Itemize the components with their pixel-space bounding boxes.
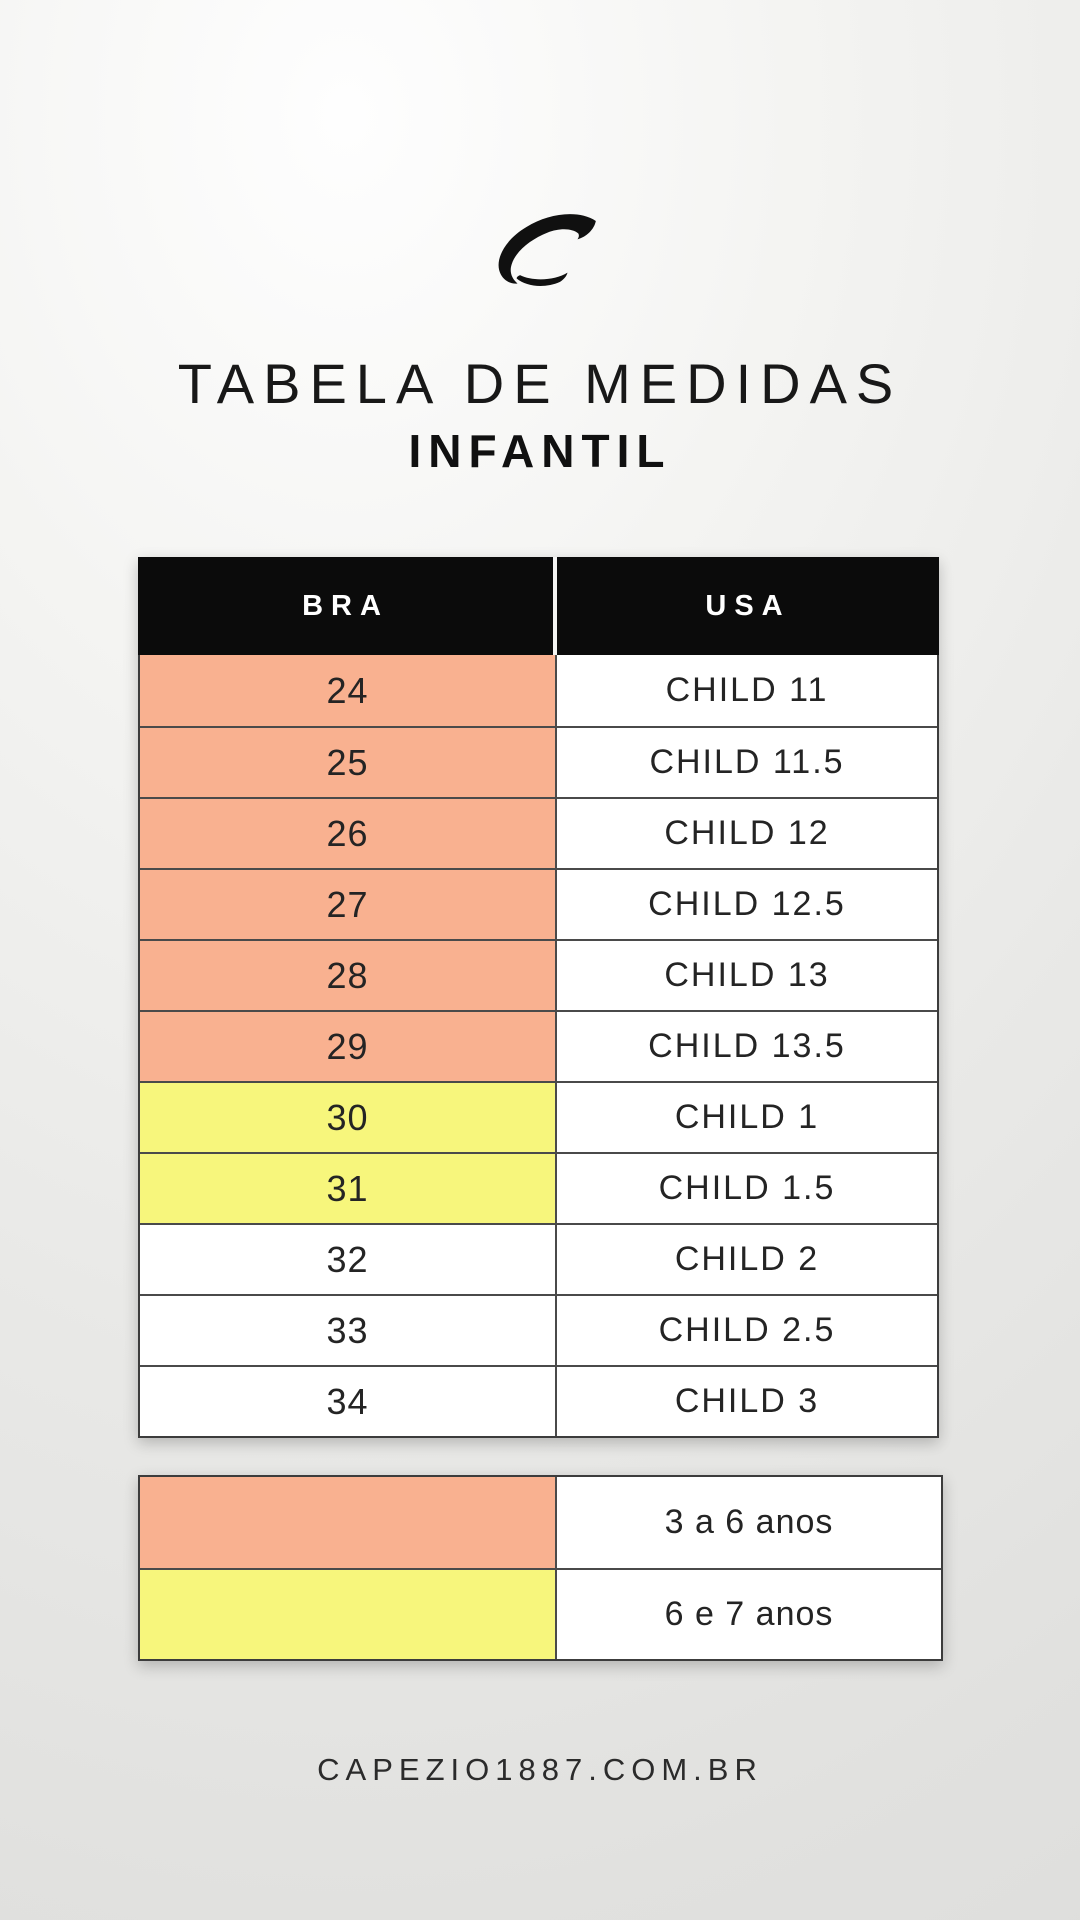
legend-label-cell: 3 a 6 anos (557, 1477, 941, 1568)
table-row: 27 CHILD 12.5 (140, 868, 937, 939)
bra-size-cell: 31 (140, 1154, 557, 1223)
bra-size-value: 28 (326, 954, 369, 996)
usa-size-cell: CHILD 13 (557, 941, 937, 1010)
bra-size-cell: 27 (140, 870, 557, 939)
bra-size-value: 27 (326, 883, 369, 925)
usa-size-cell: CHILD 12 (557, 799, 937, 868)
bra-size-cell: 24 (140, 655, 557, 726)
usa-size-value: CHILD 13 (664, 956, 830, 994)
bra-size-value: 24 (326, 669, 369, 711)
legend-label: 3 a 6 anos (664, 1503, 834, 1541)
table-row: 31 CHILD 1.5 (140, 1152, 937, 1223)
column-header-bra: BRA (138, 557, 553, 655)
usa-size-cell: CHILD 11.5 (557, 728, 937, 797)
usa-size-cell: CHILD 1.5 (557, 1154, 937, 1223)
capezio-logo (478, 206, 612, 306)
legend-row: 3 a 6 anos (140, 1477, 941, 1568)
bra-size-value: 26 (326, 812, 369, 854)
usa-size-value: CHILD 11 (665, 671, 829, 709)
bra-size-value: 31 (326, 1167, 369, 1209)
bra-size-value: 29 (326, 1025, 369, 1067)
column-header-usa: USA (557, 557, 939, 655)
legend-label-cell: 6 e 7 anos (557, 1570, 941, 1659)
table-row: 34 CHILD 3 (140, 1365, 937, 1436)
usa-size-value: CHILD 13.5 (648, 1027, 846, 1065)
bra-size-cell: 32 (140, 1225, 557, 1294)
usa-size-value: CHILD 2 (674, 1240, 820, 1278)
bra-size-value: 33 (326, 1309, 369, 1351)
page-subtitle: INFANTIL (408, 425, 672, 477)
bra-size-cell: 26 (140, 799, 557, 868)
usa-size-value: CHILD 12 (664, 814, 830, 852)
usa-size-value: CHILD 12.5 (648, 885, 846, 923)
bra-size-cell: 33 (140, 1296, 557, 1365)
table-row: 28 CHILD 13 (140, 939, 937, 1010)
size-table-header-row: BRA USA (138, 557, 939, 655)
title-block: TABELA DE MEDIDAS INFANTIL (0, 352, 1080, 477)
table-row: 26 CHILD 12 (140, 797, 937, 868)
legend-color-swatch (140, 1570, 557, 1659)
usa-size-value: CHILD 2.5 (658, 1311, 836, 1349)
usa-size-cell: CHILD 13.5 (557, 1012, 937, 1081)
legend-label: 6 e 7 anos (664, 1595, 834, 1633)
usa-size-value: CHILD 1 (674, 1098, 820, 1136)
bra-size-cell: 34 (140, 1367, 557, 1436)
website-footer: CAPEZIO1887.COM.BR (317, 1752, 763, 1787)
usa-size-cell: CHILD 1 (557, 1083, 937, 1152)
usa-size-cell: CHILD 2 (557, 1225, 937, 1294)
table-row: 30 CHILD 1 (140, 1081, 937, 1152)
bra-size-cell: 25 (140, 728, 557, 797)
usa-size-value: CHILD 3 (674, 1382, 820, 1420)
usa-size-cell: CHILD 11 (557, 655, 937, 726)
age-group-legend: 3 a 6 anos 6 e 7 anos (138, 1475, 943, 1661)
bra-size-value: 30 (326, 1096, 369, 1138)
bra-size-value: 32 (326, 1238, 369, 1280)
table-row: 29 CHILD 13.5 (140, 1010, 937, 1081)
bra-size-cell: 30 (140, 1083, 557, 1152)
usa-size-value: CHILD 1.5 (658, 1169, 836, 1207)
capezio-c-icon (498, 214, 596, 286)
size-conversion-table: BRA USA 24 CHILD 11 25 CHILD 11.5 26 CHI… (138, 557, 939, 1438)
usa-size-value: CHILD 11.5 (649, 743, 845, 781)
usa-size-cell: CHILD 12.5 (557, 870, 937, 939)
table-row: 33 CHILD 2.5 (140, 1294, 937, 1365)
table-row: 25 CHILD 11.5 (140, 726, 937, 797)
usa-size-cell: CHILD 2.5 (557, 1296, 937, 1365)
page-title: TABELA DE MEDIDAS (177, 352, 903, 415)
bra-size-value: 34 (326, 1380, 369, 1422)
table-row: 24 CHILD 11 (140, 655, 937, 726)
table-row: 32 CHILD 2 (140, 1223, 937, 1294)
bra-size-value: 25 (326, 741, 369, 783)
legend-row: 6 e 7 anos (140, 1568, 941, 1659)
bra-size-cell: 28 (140, 941, 557, 1010)
usa-size-cell: CHILD 3 (557, 1367, 937, 1436)
bra-size-cell: 29 (140, 1012, 557, 1081)
size-table-body: 24 CHILD 11 25 CHILD 11.5 26 CHILD 12 27… (138, 655, 939, 1438)
legend-color-swatch (140, 1477, 557, 1568)
